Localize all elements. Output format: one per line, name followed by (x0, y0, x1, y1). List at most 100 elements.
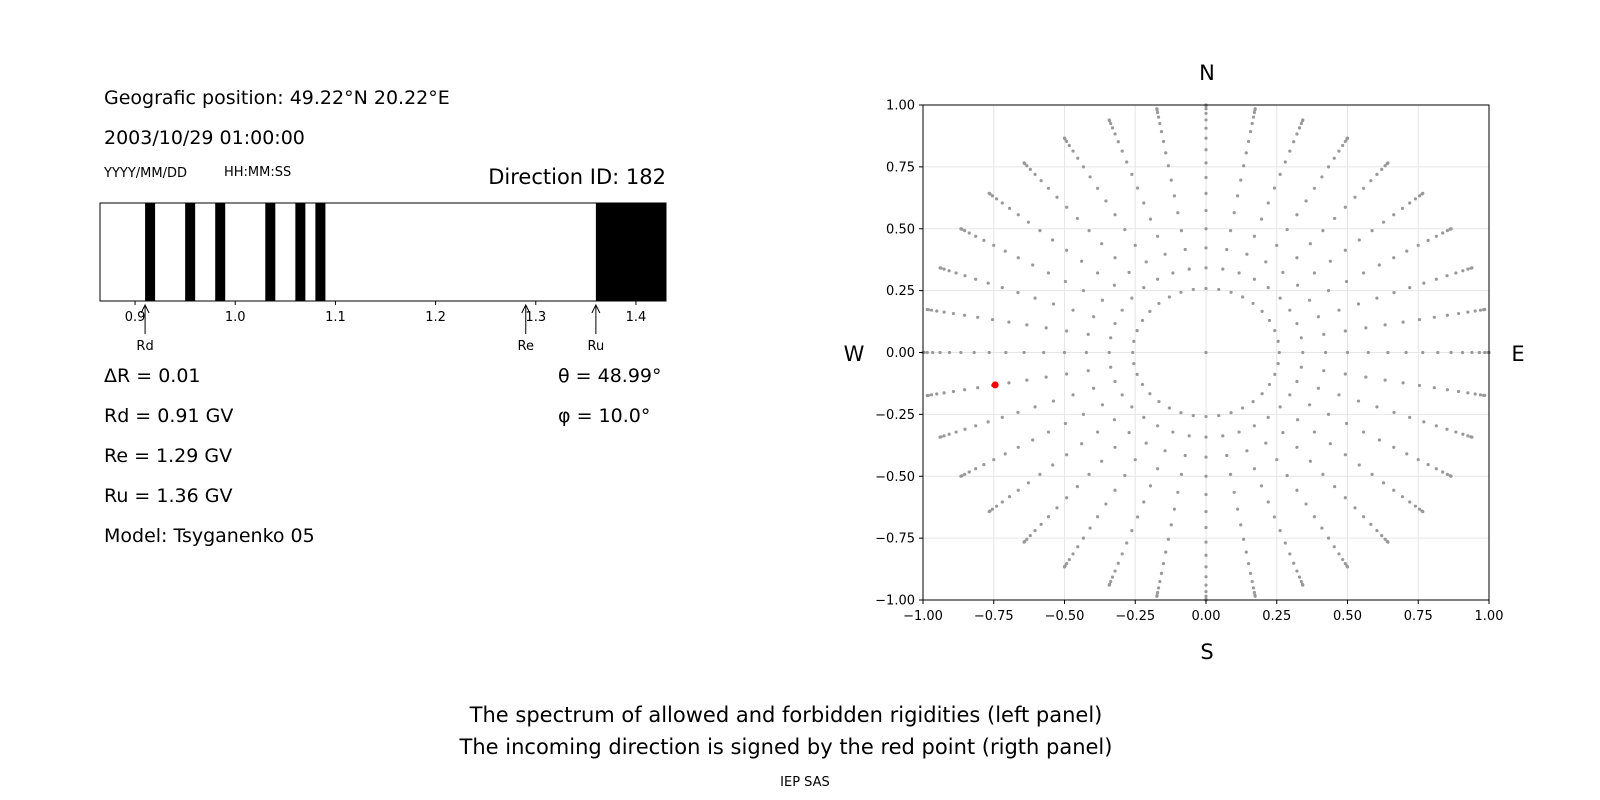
direction-point (1076, 545, 1080, 549)
direction-point (1112, 283, 1116, 287)
direction-point (1405, 249, 1409, 253)
direction-point (1483, 393, 1487, 398)
direction-point (1353, 506, 1357, 510)
direction-point (1332, 156, 1336, 160)
direction-point (1084, 350, 1088, 355)
direction-point (1454, 271, 1458, 275)
direction-point (1356, 302, 1361, 306)
direction-point (1343, 248, 1347, 252)
direction-point (1449, 227, 1453, 231)
direction-point (1299, 121, 1303, 126)
direction-point (1266, 201, 1270, 205)
direction-point (1204, 492, 1208, 497)
direction-point (1025, 378, 1029, 382)
west-label: W (844, 342, 865, 366)
direction-point (1375, 529, 1379, 533)
direction-point (1039, 522, 1043, 526)
direction-point (1295, 256, 1299, 260)
direction-point (1285, 473, 1289, 478)
direction-point (1405, 452, 1409, 456)
direction-point (1361, 186, 1366, 190)
direction-point (1120, 149, 1124, 153)
direction-point (1225, 247, 1229, 252)
direction-point (1156, 115, 1161, 119)
x-tick-label: −0.50 (1045, 609, 1085, 624)
direction-point (1253, 594, 1257, 598)
direction-point (1156, 467, 1160, 471)
direction-point (992, 243, 996, 247)
direction-point (1461, 432, 1465, 436)
direction-point (1296, 283, 1300, 287)
direction-point (1167, 406, 1171, 410)
direction-point (1087, 472, 1091, 476)
direction-point (938, 350, 942, 355)
direction-point (1088, 526, 1092, 530)
direction-point (1353, 195, 1357, 199)
direction-point (1148, 484, 1153, 488)
direction-point (1392, 445, 1396, 449)
direction-point (1466, 310, 1470, 314)
direction-point (1179, 290, 1183, 294)
direction-point (1337, 552, 1341, 556)
direction-point (1328, 442, 1332, 446)
y-tick-label: −0.50 (875, 470, 915, 485)
direction-point (1075, 484, 1079, 489)
direction-point (1104, 199, 1108, 203)
direction-point (1478, 308, 1483, 312)
direction-point (982, 238, 986, 242)
direction-point (1337, 149, 1341, 153)
direction-point (1245, 449, 1249, 453)
direction-point (1296, 418, 1300, 422)
direction-point (1113, 256, 1117, 260)
direction-point (1033, 296, 1037, 300)
direction-point (1004, 350, 1008, 355)
direction-point (1413, 504, 1418, 508)
direction-point (1003, 249, 1007, 253)
phi-value: φ = 10.0° (558, 405, 650, 427)
direction-point (1125, 541, 1129, 545)
direction-point (1113, 445, 1117, 449)
direction-point (1266, 500, 1270, 504)
x-tick-label: 0.25 (1262, 609, 1291, 624)
direction-point (1432, 386, 1436, 390)
direction-point (1356, 399, 1361, 403)
direction-point (1377, 438, 1381, 442)
direction-point (1179, 411, 1183, 415)
direction-point (1016, 488, 1020, 492)
direction-point (1377, 263, 1381, 267)
direction-point (929, 308, 934, 312)
direction-point (1383, 537, 1387, 541)
direction-point (1301, 350, 1305, 355)
direction-point (1183, 453, 1187, 458)
direction-point (1016, 213, 1020, 217)
direction-point (1252, 110, 1256, 115)
forbidden-band (265, 203, 276, 301)
direction-point (1191, 287, 1195, 292)
direction-point (1445, 427, 1449, 431)
direction-point (1204, 594, 1208, 598)
direction-point (1292, 561, 1296, 565)
direction-point (1273, 372, 1277, 377)
direction-point (1366, 350, 1370, 355)
direction-point (1445, 388, 1449, 392)
direction-point (1081, 412, 1086, 416)
spectrum-tick-label: 1.0 (225, 310, 246, 325)
direction-point (1470, 350, 1474, 355)
direction-point (1281, 270, 1285, 274)
direction-point (1172, 507, 1177, 511)
direction-point (1191, 413, 1195, 418)
direction-point (1163, 252, 1167, 256)
direction-point (1000, 201, 1004, 205)
direction-point (1321, 229, 1325, 233)
direction-point (1386, 540, 1390, 544)
direction-point (1140, 318, 1145, 323)
direction-point (1375, 405, 1379, 409)
direction-point (1295, 569, 1299, 573)
direction-point (1088, 175, 1092, 179)
direction-point (1155, 107, 1159, 111)
direction-point (1113, 132, 1117, 136)
direction-point (1127, 270, 1131, 274)
direction-point (1051, 238, 1055, 242)
datetime: 2003/10/29 01:00:00 (104, 127, 305, 149)
direction-point (1166, 537, 1170, 541)
